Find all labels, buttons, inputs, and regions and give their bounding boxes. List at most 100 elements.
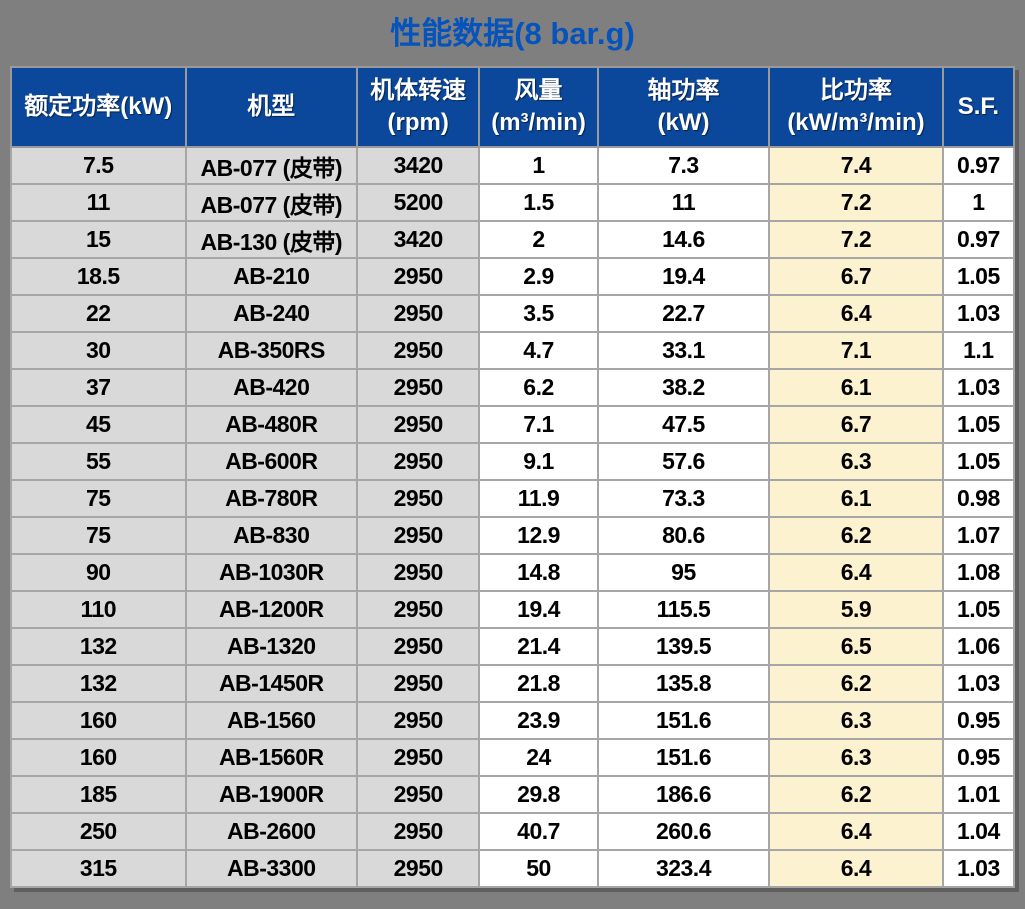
table-cell: 6.3 <box>768 738 944 777</box>
table-cell: 7.2 <box>768 220 944 259</box>
table-cell: 315 <box>10 849 187 888</box>
table-cell: 2950 <box>356 775 481 814</box>
table-row: 22 AB-240 2950 3.5 22.7 6.4 1.03 <box>10 294 1016 333</box>
table-cell: 40.7 <box>478 812 599 851</box>
table-cell: 1.5 <box>478 183 599 222</box>
table-cell: 3.5 <box>478 294 599 333</box>
table-cell: 186.6 <box>596 775 771 814</box>
table-cell: 2950 <box>356 294 481 333</box>
table-cell: 6.4 <box>768 294 944 333</box>
table-cell: 2950 <box>356 368 481 407</box>
table-cell: 135.8 <box>596 664 771 703</box>
table-row: 160 AB-1560 2950 23.9 151.6 6.3 0.95 <box>10 701 1016 740</box>
table-cell: 2950 <box>356 812 481 851</box>
table-cell: 18.5 <box>10 257 187 296</box>
table-cell: 95 <box>596 553 771 592</box>
table-cell: 75 <box>10 479 187 518</box>
table-cell: 2950 <box>356 405 481 444</box>
table-cell: 7.1 <box>768 331 944 370</box>
table-cell: 1.06 <box>941 627 1016 666</box>
table-cell: AB-077 (皮带) <box>184 183 359 222</box>
table-cell: 6.3 <box>768 442 944 481</box>
table-cell: 37 <box>10 368 187 407</box>
table-cell: 4.7 <box>478 331 599 370</box>
table-cell: 323.4 <box>596 849 771 888</box>
table-cell: 75 <box>10 516 187 555</box>
table-cell: AB-600R <box>184 442 359 481</box>
table-cell: 11 <box>596 183 771 222</box>
col-header-unit: (kW/m³/min) <box>787 109 925 136</box>
table-cell: 30 <box>10 331 187 370</box>
table-cell: 1.07 <box>941 516 1016 555</box>
table-cell: 1 <box>941 183 1016 222</box>
col-header-unit: (kW) <box>657 109 710 136</box>
table-cell: AB-1200R <box>184 590 359 629</box>
col-header-model: 机型 <box>184 66 359 148</box>
table-cell: 19.4 <box>596 257 771 296</box>
table-cell: AB-077 (皮带) <box>184 146 359 185</box>
col-header-unit: (rpm) <box>387 109 449 136</box>
table-cell: AB-480R <box>184 405 359 444</box>
table-cell: AB-1900R <box>184 775 359 814</box>
table-cell: AB-130 (皮带) <box>184 220 359 259</box>
table-cell: 1.03 <box>941 849 1016 888</box>
col-header-specific-power: 比功率 (kW/m³/min) <box>768 66 944 148</box>
table-cell: 110 <box>10 590 187 629</box>
table-row: 18.5 AB-210 2950 2.9 19.4 6.7 1.05 <box>10 257 1016 296</box>
table-cell: 5.9 <box>768 590 944 629</box>
table-cell: 1.05 <box>941 257 1016 296</box>
table-cell: 6.7 <box>768 257 944 296</box>
table-cell: 2950 <box>356 627 481 666</box>
table-cell: 2.9 <box>478 257 599 296</box>
table-cell: AB-240 <box>184 294 359 333</box>
table-cell: 1.01 <box>941 775 1016 814</box>
table-cell: 22 <box>10 294 187 333</box>
table-cell: 47.5 <box>596 405 771 444</box>
table-cell: 2950 <box>356 553 481 592</box>
table-cell: 2950 <box>356 516 481 555</box>
table-cell: 19.4 <box>478 590 599 629</box>
table-cell: 1.05 <box>941 590 1016 629</box>
table-cell: 6.2 <box>478 368 599 407</box>
table-cell: 6.2 <box>768 664 944 703</box>
col-header-shaft-power: 轴功率 (kW) <box>596 66 771 148</box>
table-cell: 21.8 <box>478 664 599 703</box>
table-cell: 250 <box>10 812 187 851</box>
table-cell: 6.1 <box>768 368 944 407</box>
table-cell: 1.03 <box>941 368 1016 407</box>
table-cell: 139.5 <box>596 627 771 666</box>
table-cell: 1.08 <box>941 553 1016 592</box>
table-cell: 115.5 <box>596 590 771 629</box>
table-row: 160 AB-1560R 2950 24 151.6 6.3 0.95 <box>10 738 1016 777</box>
table-row: 90 AB-1030R 2950 14.8 95 6.4 1.08 <box>10 553 1016 592</box>
table-cell: 24 <box>478 738 599 777</box>
col-header-unit: (m³/min) <box>491 109 586 136</box>
table-cell: 45 <box>10 405 187 444</box>
table-cell: AB-350RS <box>184 331 359 370</box>
table-cell: 1.03 <box>941 664 1016 703</box>
table-cell: 38.2 <box>596 368 771 407</box>
col-header-label: 机体转速 <box>370 76 467 104</box>
table-cell: 7.2 <box>768 183 944 222</box>
performance-table-body: 7.5 AB-077 (皮带) 3420 1 7.3 7.4 0.97 11 AB-077 (皮… <box>10 146 1016 888</box>
table-cell: 6.3 <box>768 701 944 740</box>
col-header-label: 比功率 <box>819 76 892 104</box>
table-cell: 14.6 <box>596 220 771 259</box>
table-cell: 6.2 <box>768 775 944 814</box>
table-cell: 21.4 <box>478 627 599 666</box>
table-cell: AB-1560R <box>184 738 359 777</box>
table-row: 110 AB-1200R 2950 19.4 115.5 5.9 1.05 <box>10 590 1016 629</box>
table-row: 55 AB-600R 2950 9.1 57.6 6.3 1.05 <box>10 442 1016 481</box>
col-header-label: 轴功率 <box>647 76 720 104</box>
col-header-rotation-speed: 机体转速 (rpm) <box>356 66 481 148</box>
table-cell: 7.1 <box>478 405 599 444</box>
table-cell: 7.5 <box>10 146 187 185</box>
table-cell: 0.98 <box>941 479 1016 518</box>
table-cell: AB-420 <box>184 368 359 407</box>
table-row: 75 AB-780R 2950 11.9 73.3 6.1 0.98 <box>10 479 1016 518</box>
table-cell: 90 <box>10 553 187 592</box>
table-cell: 1 <box>478 146 599 185</box>
table-cell: 2 <box>478 220 599 259</box>
table-cell: 3420 <box>356 220 481 259</box>
